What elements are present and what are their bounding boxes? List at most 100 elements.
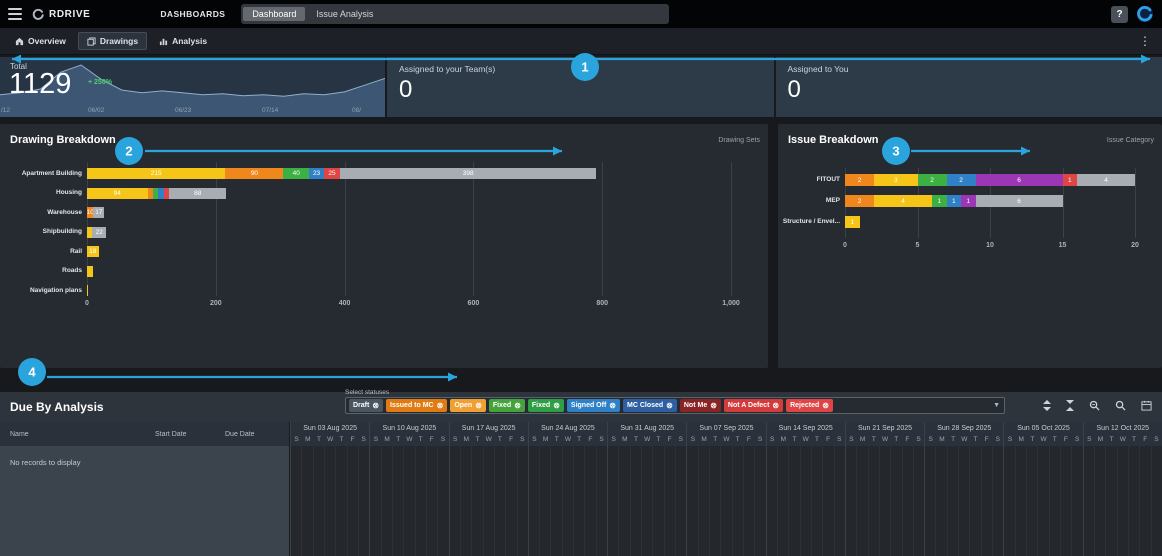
chip-remove-icon[interactable]: ⊗ — [710, 400, 717, 410]
timeline-day-cell — [857, 446, 869, 556]
nav-item-analysis[interactable]: Analysis — [150, 32, 216, 50]
bar-segment — [158, 187, 164, 199]
bar-segment: 398 — [340, 168, 597, 179]
axis-tick-label: 0 — [843, 242, 847, 249]
zoom-in-icon[interactable] — [1089, 400, 1100, 411]
stacked-bar: 1 — [845, 216, 860, 228]
day-letter: F — [905, 436, 910, 443]
timeline-day-cell — [619, 446, 631, 556]
column-start-date[interactable]: Start Date — [155, 431, 187, 438]
spark-tick-label: 06/02 — [88, 107, 105, 114]
bar-segment: 17 — [93, 207, 105, 218]
expand-rows-icon[interactable] — [1043, 400, 1051, 411]
total-card: Total 1129 + 250% /12 06/02 06/23 07/14 08/ — [0, 57, 385, 117]
gridline — [1135, 168, 1136, 238]
timeline-day-cell — [823, 446, 835, 556]
bar-segment: 6 — [975, 174, 1063, 186]
tab-dashboard[interactable]: Dashboard — [243, 7, 306, 21]
chip-remove-icon[interactable]: ⊗ — [772, 400, 780, 410]
day-letter: S — [849, 436, 854, 443]
day-letter: S — [520, 436, 525, 443]
day-letter: S — [837, 436, 842, 443]
timeline-day-cell — [1095, 446, 1107, 556]
bar-segment: 4 — [1077, 174, 1135, 186]
help-button[interactable]: ? — [1111, 5, 1128, 23]
day-letter: W — [802, 436, 809, 443]
calendar-icon[interactable] — [1141, 400, 1152, 411]
stacked-bar: 10 17 — [87, 207, 105, 218]
day-letter: W — [881, 436, 889, 443]
status-chip-label: Rejected — [790, 402, 820, 409]
chip-remove-icon[interactable]: ⊗ — [436, 400, 444, 410]
chip-remove-icon[interactable]: ⊗ — [475, 400, 482, 410]
drawings-icon — [87, 36, 96, 46]
timeline-day-cell — [744, 446, 756, 556]
hamburger-menu-icon[interactable] — [8, 8, 22, 20]
chip-remove-icon[interactable]: ⊗ — [609, 400, 616, 410]
timeline-day-cell — [880, 446, 892, 556]
timeline-day-cell — [631, 446, 643, 556]
chip-remove-icon[interactable]: ⊗ — [553, 400, 560, 410]
collapse-rows-icon[interactable] — [1066, 400, 1074, 411]
chevron-down-icon[interactable]: ▼ — [993, 402, 1000, 409]
assigned-you-label: Assigned to You — [787, 64, 849, 74]
stacked-bar: 18 — [87, 246, 99, 257]
day-letter: F — [509, 436, 514, 443]
gantt-columns-header: Name Start Date Due Date — [0, 422, 290, 446]
column-name[interactable]: Name — [10, 431, 29, 438]
due-by-title: Due By Analysis — [10, 400, 104, 414]
company-logo-icon[interactable] — [1136, 5, 1154, 23]
nav-item-drawings[interactable]: Drawings — [77, 32, 148, 50]
status-chip[interactable]: Fixed ⊗ — [488, 399, 525, 412]
tab-issue-analysis[interactable]: Issue Analysis — [316, 9, 374, 19]
timeline-day-cell — [642, 446, 654, 556]
axis-tick-label: 10 — [986, 242, 994, 249]
zoom-out-icon[interactable] — [1115, 400, 1126, 411]
timeline-day-cell — [948, 446, 960, 556]
day-letter: S — [1007, 436, 1013, 443]
timeline-day-cell — [461, 446, 473, 556]
app-logo[interactable]: RDRIVE — [32, 8, 90, 21]
timeline-day-cell — [336, 446, 348, 556]
timeline-day-cell — [653, 446, 665, 556]
gridline — [731, 162, 732, 296]
day-letter: W — [564, 436, 572, 443]
bar-segment: 3 — [874, 174, 918, 186]
chip-remove-icon[interactable]: ⊗ — [822, 400, 829, 410]
status-chip[interactable]: Draft ⊗ — [349, 399, 384, 412]
status-chip[interactable]: Issued to MC ⊗ — [386, 399, 448, 412]
chip-remove-icon[interactable]: ⊗ — [372, 400, 380, 410]
status-chip[interactable]: Not A Defect ⊗ — [723, 399, 784, 412]
axis-tick-label: 0 — [85, 300, 89, 307]
stacked-bar: 215 90 40 23 25 398 — [87, 168, 597, 179]
nav-item-overview[interactable]: Overview — [6, 32, 75, 50]
day-letter: S — [690, 436, 696, 443]
day-letter: S — [373, 436, 379, 443]
status-chip[interactable]: Fixed ⊗ — [527, 399, 564, 412]
select-statuses-label: Select statuses — [345, 389, 390, 396]
status-multiselect[interactable]: Draft ⊗ Issued to MC ⊗ Open ⊗ Fixed ⊗ Fixed ⊗ Sign… — [345, 397, 1005, 414]
chip-remove-icon[interactable]: ⊗ — [666, 400, 673, 410]
status-chip[interactable]: Open ⊗ — [450, 399, 486, 412]
status-chip[interactable]: Rejected ⊗ — [786, 399, 833, 412]
timeline-day-cell — [495, 446, 507, 556]
timeline-day-cell — [891, 446, 903, 556]
column-due-date[interactable]: Due Date — [225, 431, 255, 438]
day-letter: S — [440, 436, 446, 443]
status-chip[interactable]: MC Closed ⊗ — [623, 399, 677, 412]
kebab-menu-icon[interactable]: ⋮ — [1139, 34, 1151, 48]
timeline-day-cell — [903, 446, 914, 556]
week-column-header: Sun 14 Sep 2025 S M T W T F S — [765, 422, 845, 446]
status-filter: Select statuses Draft ⊗ Issued to MC ⊗ Open ⊗… — [345, 389, 1005, 414]
status-chip[interactable]: Signed Off ⊗ — [566, 399, 620, 412]
day-letter: S — [1074, 436, 1080, 443]
timeline-week-column — [1003, 446, 1082, 556]
timeline-day-cell — [291, 446, 303, 556]
day-letter: F — [350, 436, 355, 443]
week-label: Sun 28 Sep 2025 — [937, 425, 992, 432]
week-label: Sun 05 Oct 2025 — [1017, 425, 1070, 432]
status-chip[interactable]: Not Me ⊗ — [679, 399, 721, 412]
chip-remove-icon[interactable]: ⊗ — [514, 400, 521, 410]
